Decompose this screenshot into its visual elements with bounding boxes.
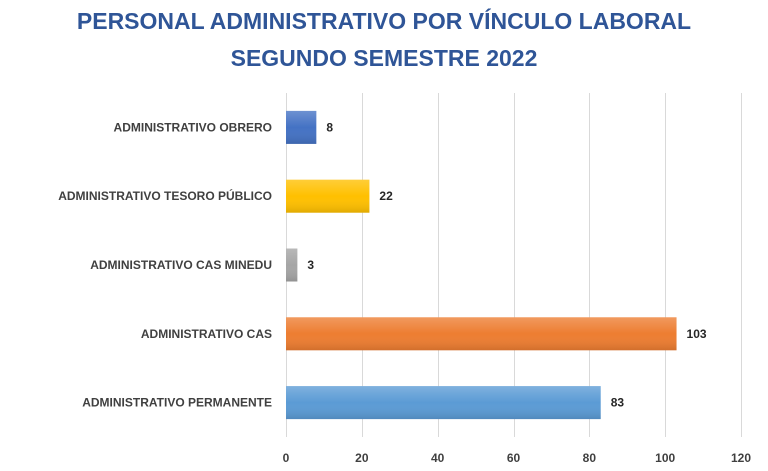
- x-tick-label: 40: [431, 451, 445, 465]
- category-label: ADMINISTRATIVO TESORO PÚBLICO: [58, 188, 272, 203]
- x-tick-label: 120: [731, 451, 751, 465]
- bar: [286, 179, 370, 213]
- bar-shading: [286, 179, 370, 213]
- category-label: ADMINISTRATIVO OBRERO: [114, 120, 272, 134]
- data-label: 22: [379, 189, 393, 203]
- bar: [286, 386, 601, 420]
- x-tick-label: 60: [507, 451, 521, 465]
- bar: [286, 317, 677, 351]
- category-label: ADMINISTRATIVO CAS MINEDU: [90, 258, 272, 272]
- data-label: 8: [326, 120, 333, 134]
- data-label: 83: [611, 396, 625, 410]
- bar-shading: [286, 110, 317, 144]
- bar-shading: [286, 317, 677, 351]
- x-tick-label: 0: [283, 451, 290, 465]
- chart-title: PERSONAL ADMINISTRATIVO POR VÍNCULO LABO…: [76, 8, 692, 34]
- gridlines: [286, 93, 742, 437]
- bars: [286, 110, 677, 420]
- chart-subtitle: SEGUNDO SEMESTRE 2022: [230, 45, 538, 71]
- x-tick-label: 80: [583, 451, 597, 465]
- x-tick-label: 100: [655, 451, 675, 465]
- bar: [286, 110, 317, 144]
- data-label: 3: [307, 258, 314, 272]
- data-label: 103: [687, 327, 707, 341]
- bar: [286, 248, 298, 282]
- category-label: ADMINISTRATIVO CAS: [141, 327, 272, 341]
- category-label: ADMINISTRATIVO PERMANENTE: [82, 396, 272, 410]
- x-tick-label: 20: [355, 451, 369, 465]
- labels: 0 20 40 60 80 100 120 ADMINISTRATIVO OBRERO 8 ADM…: [58, 120, 751, 465]
- bar-shading: [286, 386, 601, 420]
- bar-shading: [286, 248, 298, 282]
